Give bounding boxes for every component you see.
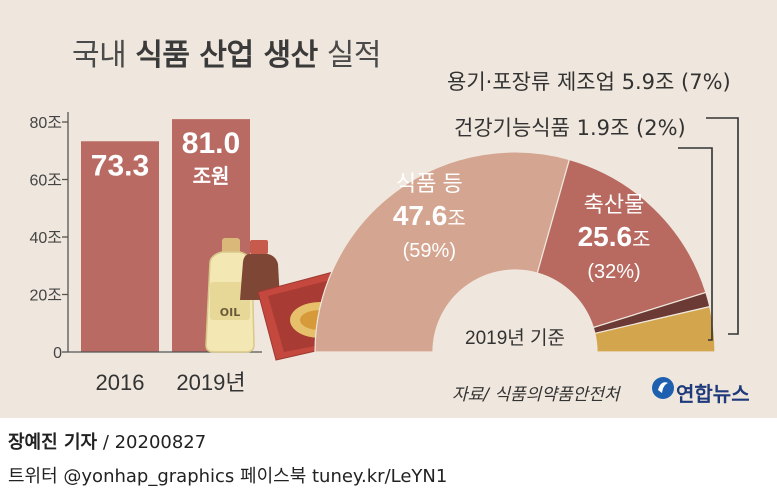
oil-bottle-label bbox=[210, 282, 250, 320]
social-links: 트위터 @yonhap_graphics 페이스북 tuney.kr/LeYN1 bbox=[8, 466, 448, 487]
y-tick-label: 80조 bbox=[29, 115, 62, 132]
title-part1: 국내 bbox=[72, 38, 127, 73]
title-part2: 식품 산업 생산 bbox=[135, 38, 318, 73]
leader-lines bbox=[678, 117, 739, 341]
reporter-name: 장예진 기자 bbox=[8, 432, 98, 453]
x-tick-label: 2019년 bbox=[176, 370, 245, 395]
leader-line-container bbox=[706, 117, 739, 335]
bar-value-label: 73.3 bbox=[91, 149, 149, 182]
title-part3: 실적 bbox=[326, 38, 382, 73]
half-donut-chart: 식품 등 47.6조 (59%) 축산물 25.6조 (32%) 2019년 기준 bbox=[314, 151, 716, 353]
y-tick-label: 60조 bbox=[29, 173, 62, 190]
health-percent: (2%) bbox=[636, 116, 686, 140]
health-label: 건강기능식품 bbox=[454, 116, 570, 140]
leader-line-health bbox=[678, 147, 713, 341]
container-value: 5.9조 bbox=[621, 70, 675, 94]
y-tick-label: 20조 bbox=[29, 288, 62, 305]
slice-percent-label: (32%) bbox=[587, 261, 640, 283]
slice-label: 식품 등 bbox=[396, 171, 463, 196]
legend-health: 건강기능식품 1.9조 (2%) bbox=[454, 112, 686, 142]
logo-text: 연합뉴스 bbox=[676, 382, 750, 406]
x-tick-label: 2016 bbox=[96, 370, 145, 395]
svg-text:OIL: OIL bbox=[220, 306, 240, 319]
bar-unit-label: 조원 bbox=[193, 165, 230, 188]
publish-date: / 20200827 bbox=[102, 432, 207, 453]
bar-value-label: 81.0 bbox=[182, 127, 240, 160]
bar-chart: 0 20조 40조 60조 80조 73.3 2016 81.0 2019년 조원 bbox=[29, 112, 262, 395]
footer bbox=[0, 418, 777, 498]
y-tick-label: 40조 bbox=[29, 230, 62, 247]
bar bbox=[81, 141, 159, 352]
y-tick-label: 0 bbox=[53, 345, 62, 362]
byline: 장예진 기자 / 20200827 bbox=[8, 428, 206, 454]
slice-value-label: 47.6조 bbox=[393, 200, 466, 231]
slice-value-label: 25.6조 bbox=[578, 221, 651, 252]
chart-canvas: 0 20조 40조 60조 80조 73.3 2016 81.0 2019년 조원 OIL 식품 … bbox=[29, 112, 739, 395]
donut-slice bbox=[536, 158, 707, 329]
container-percent: (7%) bbox=[681, 70, 731, 94]
container-label: 용기·포장류 제조업 bbox=[447, 70, 615, 94]
source-credit: 자료/ 식품의약품안전처 bbox=[452, 385, 620, 405]
yonhap-logo-icon bbox=[652, 377, 674, 399]
donut-center-note: 2019년 기준 bbox=[465, 327, 565, 349]
slice-label: 축산물 bbox=[584, 192, 645, 217]
donut-slice bbox=[314, 151, 571, 353]
sauce-bottle-cap bbox=[250, 240, 268, 254]
health-value: 1.9조 bbox=[576, 116, 630, 140]
slice-percent-label: (59%) bbox=[403, 240, 456, 262]
legend-container: 용기·포장류 제조업 5.9조 (7%) bbox=[447, 66, 731, 96]
page-title: 국내 식품 산업 생산 실적 bbox=[72, 30, 382, 74]
